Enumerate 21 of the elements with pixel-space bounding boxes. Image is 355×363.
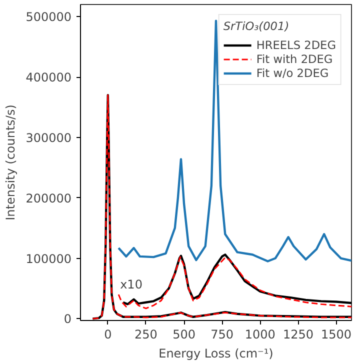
y-tick-label: 300000 — [26, 130, 72, 145]
y-tick-label: 100000 — [26, 252, 72, 266]
legend-label: HREELS 2DEG — [256, 38, 336, 52]
x-tick-label: 1000 — [244, 328, 276, 342]
line-series — [117, 20, 352, 262]
x-tick-label: 1500 — [321, 328, 352, 342]
x-tick-label: 750 — [210, 328, 234, 342]
x-tick-label: 250 — [134, 328, 158, 342]
y-tick-label: 400000 — [26, 70, 72, 85]
x-tick-label: 500 — [172, 328, 196, 342]
y-axis-title: Intensity (counts/s) — [4, 104, 18, 220]
x-tick-label: 1250 — [282, 328, 314, 342]
y-tick-label: 500000 — [26, 10, 72, 24]
x-tick-label: 0 — [104, 328, 112, 342]
y-tick-label: 200000 — [26, 191, 72, 206]
legend-title: SrTiO₃(001) — [223, 19, 290, 33]
legend-label: Fit with 2DEG — [256, 52, 333, 66]
y-tick-label: 0 — [64, 312, 72, 326]
annotation: x10 — [120, 278, 142, 292]
legend-label: Fit w/o 2DEG — [256, 66, 329, 80]
x-axis-title: Energy Loss (cm⁻¹) — [158, 346, 274, 360]
